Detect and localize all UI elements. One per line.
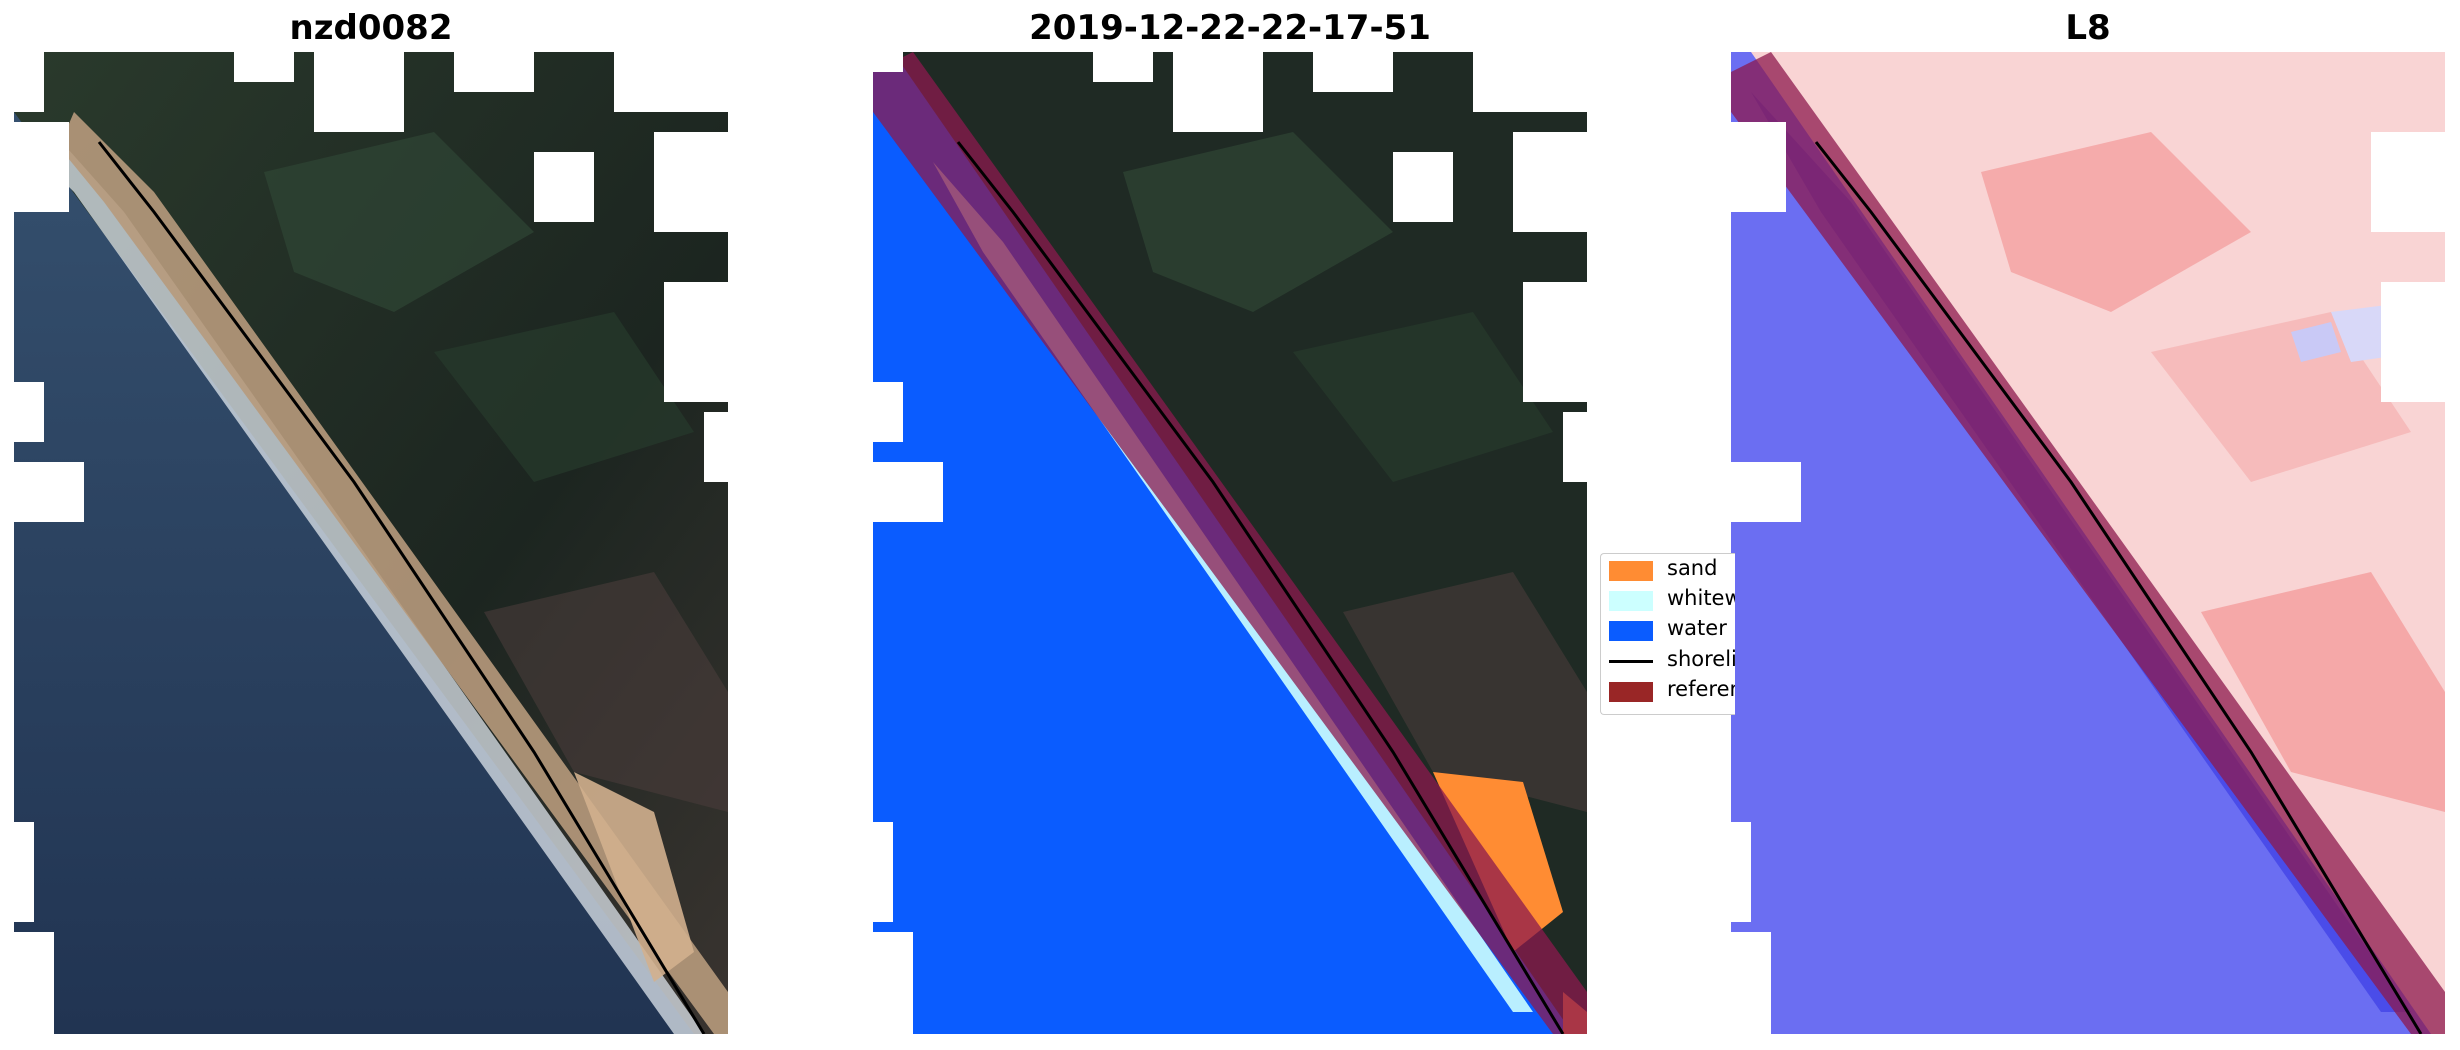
cloud-mask	[873, 52, 1587, 1034]
legend-item-shoreline: shoreline	[1601, 645, 1735, 675]
legend-swatch-reference	[1609, 682, 1653, 702]
legend-label-reference: reference	[1667, 677, 1735, 701]
legend-label-water: water	[1667, 616, 1727, 640]
legend-label-sand: sand	[1667, 556, 1718, 580]
cloud-mask	[1731, 122, 2445, 1034]
classification-map	[873, 52, 1587, 1034]
legend-item-reference: reference	[1601, 675, 1735, 705]
shoreline-line	[97, 141, 706, 1034]
panel-title-index: L8	[2065, 8, 2111, 48]
panel-title-rgb: nzd0082	[289, 8, 453, 48]
shoreline-line	[956, 141, 1565, 1034]
legend-item-water: water	[1601, 614, 1735, 644]
legend-swatch-shoreline	[1609, 660, 1653, 663]
reference-buffer	[1731, 52, 2445, 1034]
cloud-mask	[14, 52, 728, 1034]
shoreline-line	[1814, 141, 2423, 1034]
panel-title-classification: 2019-12-22-22-17-51	[1029, 8, 1431, 48]
l8-index-image	[1731, 52, 2445, 1034]
rgb-satellite-image	[14, 52, 728, 1034]
legend-swatch-whitewater	[1609, 591, 1653, 611]
legend-item-sand: sand	[1601, 554, 1735, 584]
sand-class	[1433, 772, 1563, 952]
reference-buffer	[873, 52, 1587, 1034]
legend-label-shoreline: shoreline	[1667, 647, 1735, 671]
legend-swatch-water	[1609, 621, 1653, 641]
legend-swatch-sand	[1609, 561, 1653, 581]
